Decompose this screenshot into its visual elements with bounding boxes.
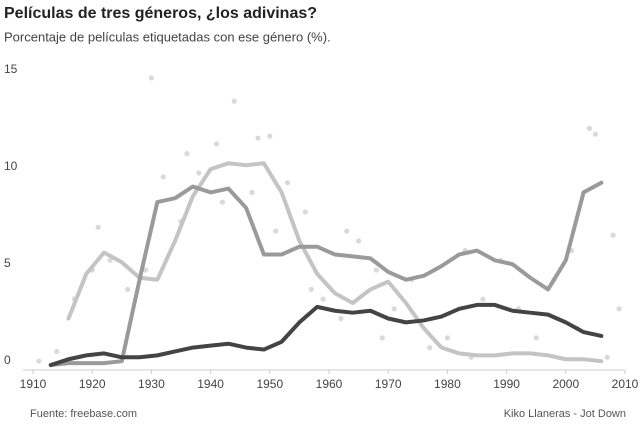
chart-title: Películas de tres géneros, ¿los adivinas…	[4, 5, 317, 22]
scatter-point	[356, 238, 362, 244]
scatter-point	[219, 199, 226, 205]
y-tick-label: 5	[4, 256, 11, 270]
scatter-point	[231, 98, 237, 104]
scatter-point	[480, 296, 486, 302]
x-tick-label: 1960	[316, 377, 343, 391]
scatter-point	[284, 180, 291, 186]
scatter-point	[344, 228, 350, 234]
scatter-point	[610, 232, 616, 238]
x-tick-label: 1990	[493, 377, 520, 391]
scatter-point	[302, 209, 308, 215]
scatter-point	[373, 267, 379, 273]
x-tick-label: 1970	[375, 377, 402, 391]
y-tick-label: 15	[4, 62, 18, 76]
scatter-point	[604, 354, 610, 360]
scatter-point	[107, 257, 113, 263]
x-tick-label: 1940	[197, 377, 224, 391]
scatter-point	[249, 189, 255, 195]
scatter-point	[308, 286, 314, 292]
scatter-point	[142, 267, 149, 273]
scatter-point	[379, 335, 385, 341]
x-tick-label: 1980	[434, 377, 461, 391]
scatter-point	[616, 306, 622, 312]
y-tick-label: 0	[4, 353, 11, 367]
scatter-point	[391, 306, 397, 312]
x-tick-label: 1920	[79, 377, 106, 391]
scatter-point	[338, 315, 344, 322]
scatter-point	[273, 228, 279, 234]
chart-subtitle: Porcentaje de películas etiquetadas con …	[4, 29, 331, 44]
x-tick-label: 1910	[20, 377, 47, 391]
scatter-point	[196, 170, 202, 176]
scatter-point	[592, 131, 599, 137]
scatter-point	[533, 335, 539, 341]
y-tick-label: 10	[4, 159, 18, 173]
scatter-point	[184, 151, 190, 157]
scatter-point	[255, 135, 261, 141]
scatter-point	[320, 296, 326, 302]
scatter-point	[427, 345, 433, 351]
scatter-point	[160, 174, 166, 180]
series-line	[48, 302, 604, 368]
x-tick-label: 2010	[612, 377, 639, 391]
x-tick-label: 2000	[552, 377, 579, 391]
series-line	[48, 180, 604, 368]
source: Fuente: freebase.com	[30, 408, 137, 420]
scatter-point	[125, 286, 131, 292]
scatter-point	[54, 348, 60, 355]
x-tick-label: 1950	[256, 377, 283, 391]
scatter-point	[267, 133, 273, 139]
x-tick-label: 1930	[138, 377, 165, 391]
scatter-point	[586, 125, 593, 131]
scatter-point	[36, 358, 42, 364]
scatter-point	[148, 75, 154, 81]
scatter-point	[213, 141, 220, 147]
scatter-point	[444, 335, 450, 341]
credit: Kiko Llaneras - Jot Down	[504, 408, 626, 420]
series-line	[66, 161, 604, 364]
scatter-point	[95, 224, 101, 230]
